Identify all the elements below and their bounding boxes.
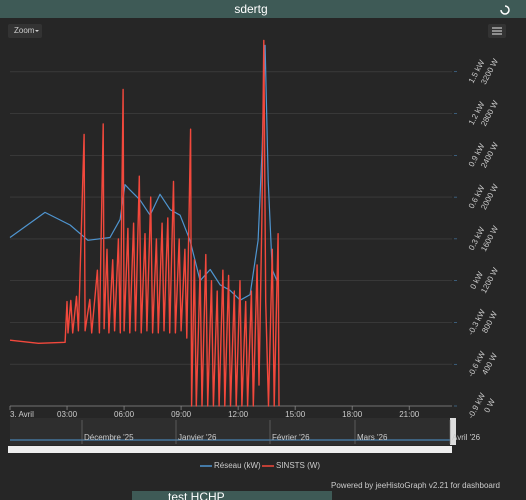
x-tick-label: 12:00 bbox=[228, 410, 249, 419]
legend-label: Réseau (kW) bbox=[214, 461, 261, 470]
x-tick-label: 21:00 bbox=[399, 410, 420, 419]
scrollbar[interactable] bbox=[8, 446, 452, 453]
widget-title: sdertg bbox=[234, 2, 267, 16]
zoom-button[interactable] bbox=[8, 24, 42, 38]
menu-icon[interactable] bbox=[488, 24, 506, 38]
header-bar bbox=[0, 0, 526, 18]
next-widget-title: test HCHP bbox=[168, 490, 225, 500]
legend-label: SINSTS (W) bbox=[276, 461, 320, 470]
navigator-label: Décembre '25 bbox=[84, 433, 134, 442]
navigator-label: Janvier '26 bbox=[178, 433, 217, 442]
x-tick-label: 06:00 bbox=[114, 410, 135, 419]
x-tick-label: 3. Avril bbox=[10, 410, 34, 419]
navigator-label: Mars '26 bbox=[357, 433, 388, 442]
x-tick-label: 03:00 bbox=[57, 410, 78, 419]
navigator-label: Avril '26 bbox=[452, 433, 481, 442]
zoom-caret bbox=[35, 30, 39, 32]
footer: Powered by jeeHistoGraph v2.21 for dashb… bbox=[331, 481, 500, 490]
refresh-icon[interactable] bbox=[500, 5, 510, 15]
x-tick-label: 18:00 bbox=[342, 410, 363, 419]
zoom-label: Zoom bbox=[14, 26, 35, 35]
x-tick-label: 15:00 bbox=[285, 410, 306, 419]
refresh-arc bbox=[500, 5, 510, 15]
navigator-label: Février '26 bbox=[272, 433, 310, 442]
series-line bbox=[9, 44, 279, 301]
navigator-handle[interactable] bbox=[450, 418, 456, 445]
x-tick-label: 09:00 bbox=[171, 410, 192, 419]
series-line bbox=[9, 39, 280, 407]
next-widget-header bbox=[132, 491, 332, 500]
